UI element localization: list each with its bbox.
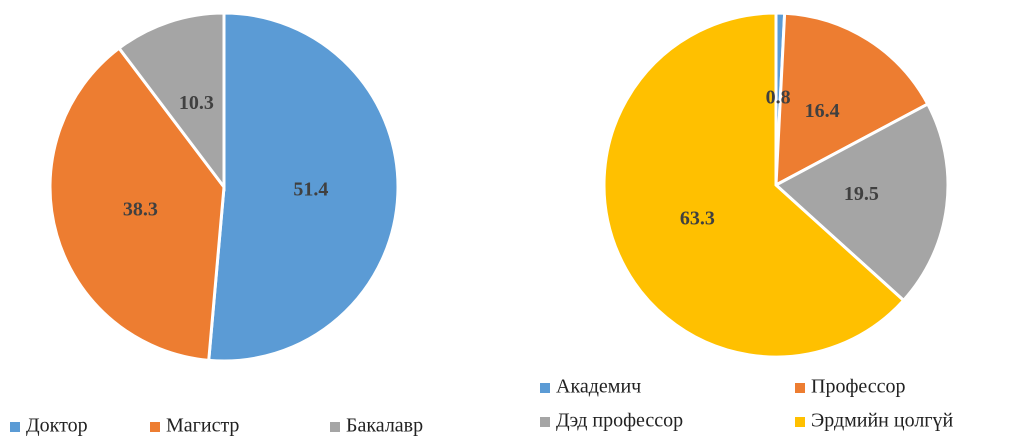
legend-marker [540,417,550,427]
data-label: 63.3 [680,207,715,229]
pie-slice [602,11,906,359]
legend-label: Бакалавр [346,415,423,437]
legend-label: Профессор [811,376,906,398]
legend-label: Эрдмийн цолгүй [811,410,954,432]
pie-slice [207,11,400,363]
legend-marker [795,383,805,393]
legend-label: Дэд профессор [556,410,683,432]
data-label: 19.5 [844,183,879,205]
data-label: 10.3 [179,92,214,114]
pie-slice [48,46,226,362]
pie-slice [774,11,930,188]
legend-marker [540,383,550,393]
legend-label: Академич [556,376,641,398]
data-label: 0.8 [766,87,791,109]
legend-marker [795,417,805,427]
pie-slice [773,102,950,303]
legend-label: Магистр [166,415,239,437]
legend-marker [10,422,20,432]
data-label: 16.4 [805,100,840,122]
legend-marker [330,422,340,432]
legend-label: Доктор [26,415,88,437]
legend-marker [150,422,160,432]
pie-slice [116,11,226,192]
data-label: 38.3 [123,199,158,221]
data-label: 51.4 [293,178,328,200]
